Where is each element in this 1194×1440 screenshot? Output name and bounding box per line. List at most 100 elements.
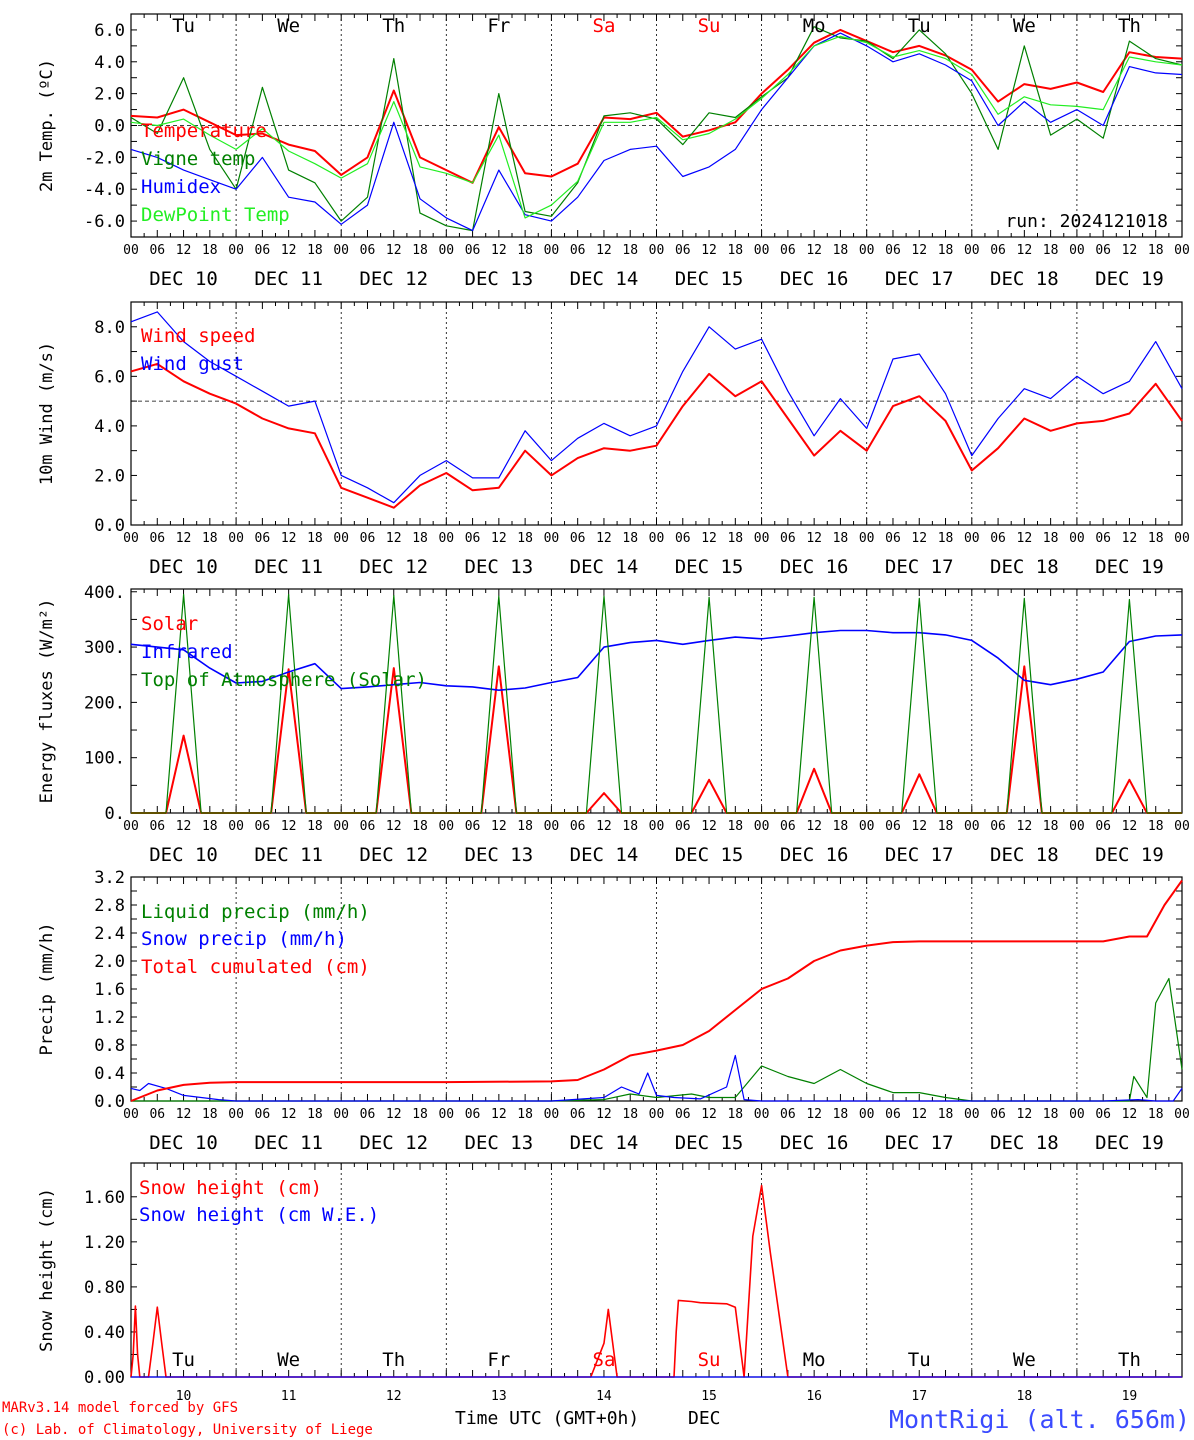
hour-tick-label: 00 — [649, 243, 665, 258]
station-label: MontRigi (alt. 656m) — [889, 1405, 1190, 1434]
day-of-week-label: Tu — [908, 1349, 931, 1371]
hour-tick-label: 06 — [780, 819, 796, 834]
date-label: DEC 19 — [1095, 1132, 1164, 1154]
panel-snow: 0.00 0.40 0.80 1.20 1.60 Snow height (cm) Snow… — [37, 1162, 1183, 1404]
hour-tick-label: 12 — [176, 1107, 192, 1122]
day-number-label: 14 — [596, 1389, 612, 1404]
y-tick-label: 0.8 — [94, 1036, 125, 1056]
date-label: DEC 16 — [780, 268, 849, 290]
hour-tick-label: 12 — [386, 819, 402, 834]
hour-tick-label: 18 — [1148, 1107, 1164, 1122]
y-tick-label: 200. — [84, 693, 125, 713]
hour-tick-label: 12 — [176, 531, 192, 546]
date-label: DEC 18 — [990, 1132, 1059, 1154]
date-label: DEC 11 — [254, 844, 323, 866]
hour-tick-label: 00 — [123, 819, 139, 834]
series-line-top-of-atmosphere-solar — [131, 593, 1182, 814]
hour-tick-label: 06 — [360, 243, 376, 258]
hour-tick-label: 12 — [1122, 1107, 1138, 1122]
legend-label: Temperature — [141, 120, 267, 142]
y-axis-label: 2m Temp. (ºC) — [37, 59, 57, 192]
hour-tick-label: 06 — [465, 819, 481, 834]
hour-tick-label: 00 — [1174, 1107, 1190, 1122]
day-of-week-label: Mo — [803, 1349, 826, 1371]
hour-tick-label: 00 — [649, 819, 665, 834]
hour-tick-label: 12 — [1017, 1107, 1033, 1122]
date-label: DEC 14 — [570, 844, 639, 866]
hour-tick-label: 00 — [1069, 531, 1085, 546]
hour-tick-label: 00 — [228, 531, 244, 546]
hour-tick-label: 00 — [333, 819, 349, 834]
y-tick-label: 300. — [84, 638, 125, 658]
day-of-week-label: Su — [698, 15, 721, 37]
hour-tick-label: 06 — [675, 243, 691, 258]
hour-tick-label: 12 — [491, 531, 507, 546]
hour-tick-label: 00 — [228, 819, 244, 834]
hour-tick-label: 18 — [412, 819, 428, 834]
legend-label: Snow precip (mm/h) — [141, 928, 347, 950]
day-of-week-label: We — [1013, 15, 1036, 37]
hour-tick-label: 06 — [885, 819, 901, 834]
hour-tick-label: 06 — [885, 243, 901, 258]
hour-tick-label: 06 — [780, 1107, 796, 1122]
date-label: DEC 16 — [780, 844, 849, 866]
hour-tick-label: 12 — [281, 1107, 297, 1122]
date-label: DEC 18 — [990, 268, 1059, 290]
y-tick-label: 0.0 — [94, 1092, 125, 1112]
date-label: DEC 12 — [359, 844, 428, 866]
y-tick-label: 0.40 — [84, 1323, 125, 1343]
hour-tick-label: 06 — [885, 1107, 901, 1122]
day-of-week-label: We — [277, 1349, 300, 1371]
hour-tick-label: 00 — [438, 243, 454, 258]
hour-tick-label: 00 — [228, 243, 244, 258]
legend-label: Top of Atmosphere (Solar) — [141, 669, 427, 691]
y-tick-label: 0.4 — [94, 1064, 125, 1084]
date-label: DEC 17 — [885, 556, 954, 578]
hour-tick-label: 00 — [228, 1107, 244, 1122]
hour-tick-label: 06 — [780, 531, 796, 546]
legend-label: Infrared — [141, 641, 233, 663]
hour-tick-label: 06 — [570, 243, 586, 258]
date-label: DEC 12 — [359, 1132, 428, 1154]
hour-tick-label: 18 — [622, 531, 638, 546]
hour-tick-label: 12 — [1017, 819, 1033, 834]
hour-tick-label: 12 — [1122, 819, 1138, 834]
hour-tick-label: 00 — [123, 1107, 139, 1122]
y-tick-label: 400. — [84, 583, 125, 603]
hour-tick-label: 00 — [123, 243, 139, 258]
hour-tick-label: 18 — [1043, 531, 1059, 546]
hour-tick-label: 12 — [491, 1107, 507, 1122]
y-tick-label: 1.2 — [94, 1008, 125, 1028]
date-label: DEC 17 — [885, 844, 954, 866]
hour-tick-label: 06 — [360, 531, 376, 546]
hour-tick-label: 18 — [1148, 819, 1164, 834]
hour-tick-label: 18 — [622, 243, 638, 258]
y-tick-label: 2.8 — [94, 896, 125, 916]
date-label: DEC 10 — [149, 844, 218, 866]
date-label: DEC 16 — [780, 1132, 849, 1154]
hour-tick-label: 12 — [806, 531, 822, 546]
day-of-week-label: Mo — [803, 15, 826, 37]
day-of-week-label: We — [1013, 1349, 1036, 1371]
day-of-week-label: Th — [382, 1349, 405, 1371]
hour-tick-label: 18 — [517, 531, 533, 546]
series-line-liquid-precip-mm-h — [131, 977, 1183, 1102]
day-number-label: 13 — [491, 1389, 507, 1404]
hour-tick-label: 06 — [465, 243, 481, 258]
hour-tick-label: 00 — [1069, 243, 1085, 258]
legend-label: Wind speed — [141, 325, 255, 347]
date-label: DEC 19 — [1095, 556, 1164, 578]
hour-tick-label: 00 — [649, 531, 665, 546]
y-tick-label: 0.00 — [84, 1368, 125, 1388]
hour-tick-label: 00 — [859, 1107, 875, 1122]
legend-label: Vigne temp — [141, 148, 255, 170]
hour-tick-label: 12 — [386, 1107, 402, 1122]
hour-tick-label: 18 — [622, 1107, 638, 1122]
day-of-week-label: Th — [1118, 15, 1141, 37]
hour-tick-label: 00 — [544, 819, 560, 834]
legend-label: Wind gust — [141, 353, 244, 375]
date-label: DEC 13 — [465, 1132, 534, 1154]
day-of-week-label: Sa — [593, 1349, 616, 1371]
